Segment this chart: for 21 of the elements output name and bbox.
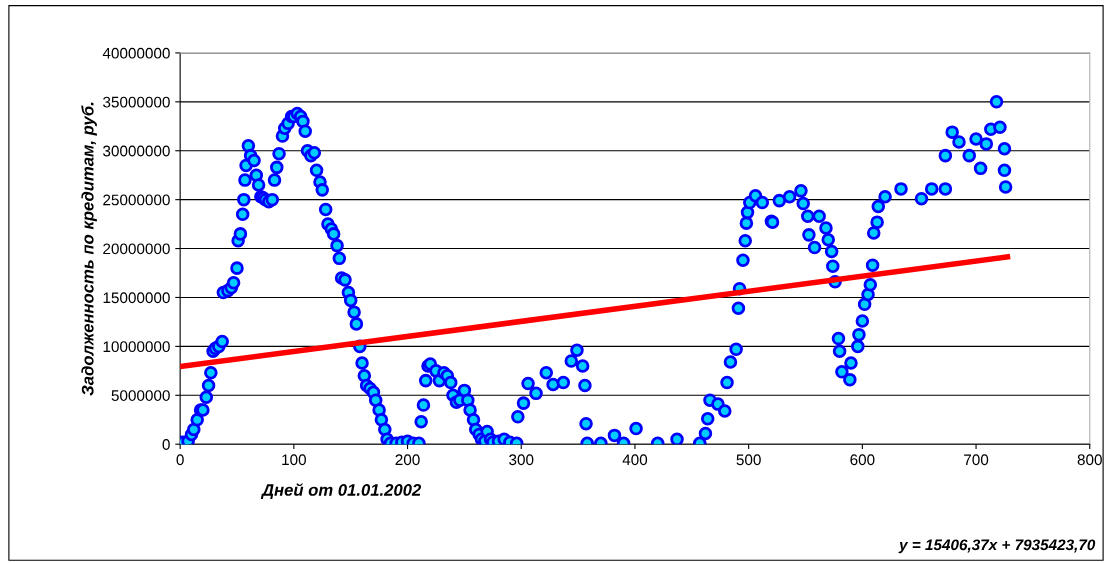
- y-tick-label: 5000000: [111, 390, 170, 401]
- y-tick-label: 40000000: [102, 47, 170, 59]
- x-tick-label: 400: [622, 454, 648, 466]
- y-tick-label: 35000000: [103, 96, 170, 108]
- text: y = 15406,37x + 7935423,70: [898, 539, 1096, 554]
- y-tick-label: 30000000: [103, 145, 170, 157]
- x-axis-title: Дней от 01.01.2002: [260, 483, 422, 499]
- x-tick-label: 200: [395, 454, 420, 466]
- x-tick-label: 300: [509, 454, 534, 466]
- x-tick-label: 600: [850, 454, 875, 466]
- y-tick-label: 25000000: [103, 194, 170, 206]
- y-axis-title: Задолженность по кредитам, руб.: [81, 102, 97, 396]
- y-tick-label: 15000000: [103, 292, 170, 304]
- x-tick-label: 700: [964, 454, 989, 466]
- y-tick-label: 0: [162, 439, 170, 450]
- x-tick-label: 500: [736, 454, 761, 466]
- y-tick-label: 10000000: [103, 341, 170, 353]
- y-tick-label: 20000000: [103, 243, 170, 255]
- x-tick-label: 800: [1077, 454, 1102, 466]
- x-tick-label: 0: [176, 454, 184, 466]
- x-tick-label: 100: [282, 454, 306, 466]
